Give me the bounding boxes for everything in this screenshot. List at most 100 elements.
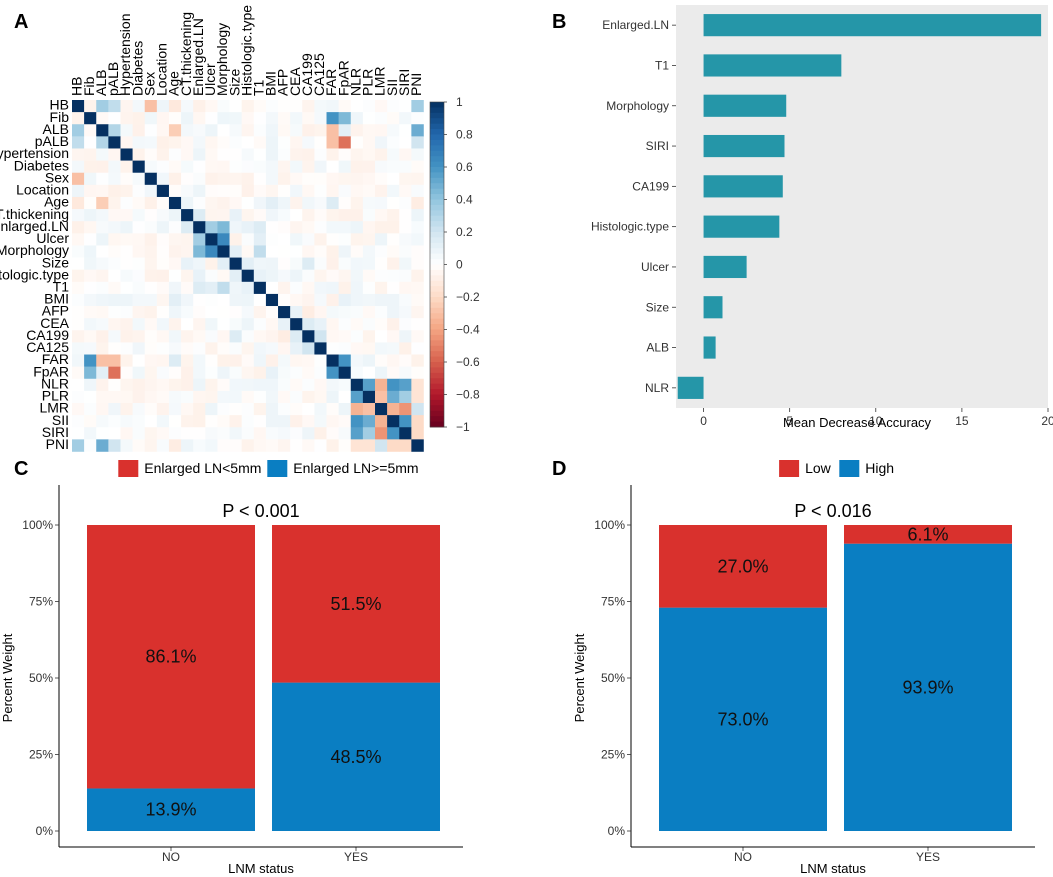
- bar-segment-high-no: [659, 607, 827, 831]
- heatmap-cell-alb-t1: [253, 124, 267, 137]
- heatmap-cell-fib-hb: [72, 112, 85, 125]
- heatmap-cell-age-far: [326, 196, 339, 210]
- heatmap-cell-siri-lmr: [375, 427, 388, 440]
- heatmap-cell-hypertension-siri: [399, 148, 412, 161]
- heatmap-cell-t1-enlarged-ln: [193, 281, 206, 295]
- heatmap-cell-morphology-palb: [108, 245, 121, 258]
- heatmap-cell-histologic-type-pni: [411, 269, 424, 283]
- heatmap-cell-ct-thickening-ulcer: [205, 209, 218, 222]
- x-tick-label: 10: [869, 414, 883, 428]
- heatmap-cell-sii-histologic-type: [241, 415, 255, 428]
- heatmap-cell-cea-lmr: [375, 318, 388, 331]
- heatmap-cell-ct-thickening-sex: [144, 209, 158, 222]
- heatmap-cell-siri-diabetes: [132, 427, 146, 440]
- heatmap-col-label-histologic-type: Histologic.type: [238, 5, 254, 96]
- heatmap-cell-lmr-alb: [96, 403, 109, 416]
- heatmap-cell-pni-nlr: [350, 439, 364, 452]
- heatmap-cell-siri-hb: [72, 427, 85, 440]
- heatmap-cell-histologic-type-fpar: [338, 269, 352, 283]
- heatmap-cell-sii-plr: [362, 415, 376, 428]
- x-tick-label: 15: [955, 414, 969, 428]
- heatmap-cell-enlarged-ln-cea: [290, 221, 303, 234]
- colorbar-segment: [430, 161, 444, 168]
- heatmap-cell-location-palb: [108, 184, 121, 198]
- heatmap-cell-bmi-age: [168, 293, 182, 307]
- heatmap-cell-age-morphology: [217, 196, 230, 210]
- heatmap-row-label-far: FAR: [42, 351, 69, 367]
- heatmap-cell-histologic-type-siri: [399, 269, 412, 283]
- legend-swatch-enlarged-ln-5mm: [118, 460, 139, 477]
- heatmap-cell-fib-bmi: [265, 112, 279, 125]
- colorbar-segment: [430, 232, 444, 238]
- heatmap-col-label-size: Size: [226, 69, 242, 96]
- heatmap-cell-pni-siri: [399, 439, 412, 452]
- colorbar-segment: [430, 139, 444, 146]
- heatmap-col-label-location: Location: [154, 43, 170, 96]
- heatmap-cell-size-fpar: [338, 257, 352, 270]
- heatmap-cell-ulcer-siri: [399, 233, 412, 246]
- heatmap-col-label-hb: HB: [69, 77, 85, 96]
- heatmap-cell-ca125-lmr: [375, 342, 388, 355]
- heatmap-cell-ulcer-bmi: [265, 233, 279, 246]
- heatmap-cell-histologic-type-t1: [253, 269, 267, 283]
- heatmap-cell-hypertension-far: [326, 148, 339, 161]
- heatmap-cell-siri-pni: [411, 427, 424, 440]
- heatmap-cell-t1-age: [168, 281, 182, 295]
- heatmap-cell-sii-hb: [72, 415, 85, 428]
- heatmap-cell-ulcer-lmr: [375, 233, 388, 246]
- heatmap-cell-size-alb: [96, 257, 109, 270]
- heatmap-cell-cea-fpar: [338, 318, 352, 331]
- heatmap-cell-afp-diabetes: [132, 306, 146, 319]
- heatmap-cell-t1-fib: [84, 281, 97, 295]
- heatmap-cell-lmr-nlr: [350, 403, 364, 416]
- heatmap-cell-age-alb: [96, 196, 109, 210]
- heatmap-cell-ct-thickening-lmr: [375, 209, 388, 222]
- heatmap-cell-diabetes-ca199: [302, 160, 315, 174]
- heatmap-cell-lmr-far: [326, 403, 339, 416]
- heatmap-cell-lmr-pni: [411, 403, 424, 416]
- heatmap-cell-fpar-siri: [399, 366, 412, 380]
- heatmap-cell-lmr-lmr: [375, 403, 388, 416]
- heatmap-col-label-lmr: LMR: [372, 66, 388, 96]
- heatmap-cell-far-afp: [278, 354, 291, 367]
- x-axis-title-b: Mean Decrease Accuracy: [783, 415, 932, 430]
- heatmap-cell-enlarged-ln-siri: [399, 221, 412, 234]
- y-tick-label-alb: ALB: [646, 341, 669, 355]
- heatmap-cell-hb-lmr: [375, 100, 388, 113]
- heatmap-cell-hypertension-size: [229, 148, 242, 161]
- heatmap-cell-cea-diabetes: [132, 318, 146, 331]
- heatmap-cell-size-ct-thickening: [181, 257, 194, 270]
- heatmap-cell-enlarged-ln-ca125: [314, 221, 327, 234]
- heatmap-row-label-lmr: LMR: [39, 400, 69, 416]
- heatmap-cell-palb-afp: [278, 136, 291, 149]
- heatmap-cell-hb-morphology: [217, 100, 230, 113]
- heatmap-cell-enlarged-ln-hb: [72, 221, 85, 234]
- heatmap-cell-hb-hb: [72, 100, 85, 113]
- heatmap-cell-ca199-cea: [290, 330, 303, 343]
- heatmap-cell-ca199-sii: [387, 330, 400, 343]
- heatmap-cell-plr-hb: [72, 390, 85, 404]
- heatmap-cell-enlarged-ln-alb: [96, 221, 109, 234]
- colorbar-segment: [430, 118, 444, 125]
- heatmap-cell-ulcer-ulcer: [205, 233, 218, 246]
- heatmap-cell-ulcer-alb: [96, 233, 109, 246]
- heatmap-cell-siri-enlarged-ln: [193, 427, 206, 440]
- heatmap-row-label-morphology: Morphology: [0, 242, 69, 258]
- segment-label-low-yes: 6.1%: [907, 524, 948, 544]
- heatmap-cell-pni-bmi: [265, 439, 279, 452]
- heatmap-cell-age-afp: [278, 196, 291, 210]
- stacked-bar-chart-c: Enlarged LN<5mm Enlarged LN>=5mm P < 0.001…: [0, 460, 463, 876]
- heatmap-cell-plr-morphology: [217, 390, 230, 404]
- heatmap-cell-nlr-plr: [362, 378, 376, 392]
- heatmap-cell-palb-morphology: [217, 136, 230, 149]
- heatmap-cell-bmi-ca199: [302, 293, 315, 307]
- heatmap-col-label-bmi: BMI: [263, 71, 279, 96]
- heatmap-cell-age-hypertension: [120, 196, 133, 210]
- heatmap-cell-alb-size: [229, 124, 242, 137]
- heatmap-cell-afp-lmr: [375, 306, 388, 319]
- heatmap-cell-sii-bmi: [265, 415, 279, 428]
- segment-label-high-yes: 93.9%: [902, 677, 953, 697]
- heatmap-cell-t1-histologic-type: [241, 281, 255, 295]
- heatmap-cell-fpar-age: [168, 366, 182, 380]
- heatmap-cell-enlarged-ln-afp: [278, 221, 291, 234]
